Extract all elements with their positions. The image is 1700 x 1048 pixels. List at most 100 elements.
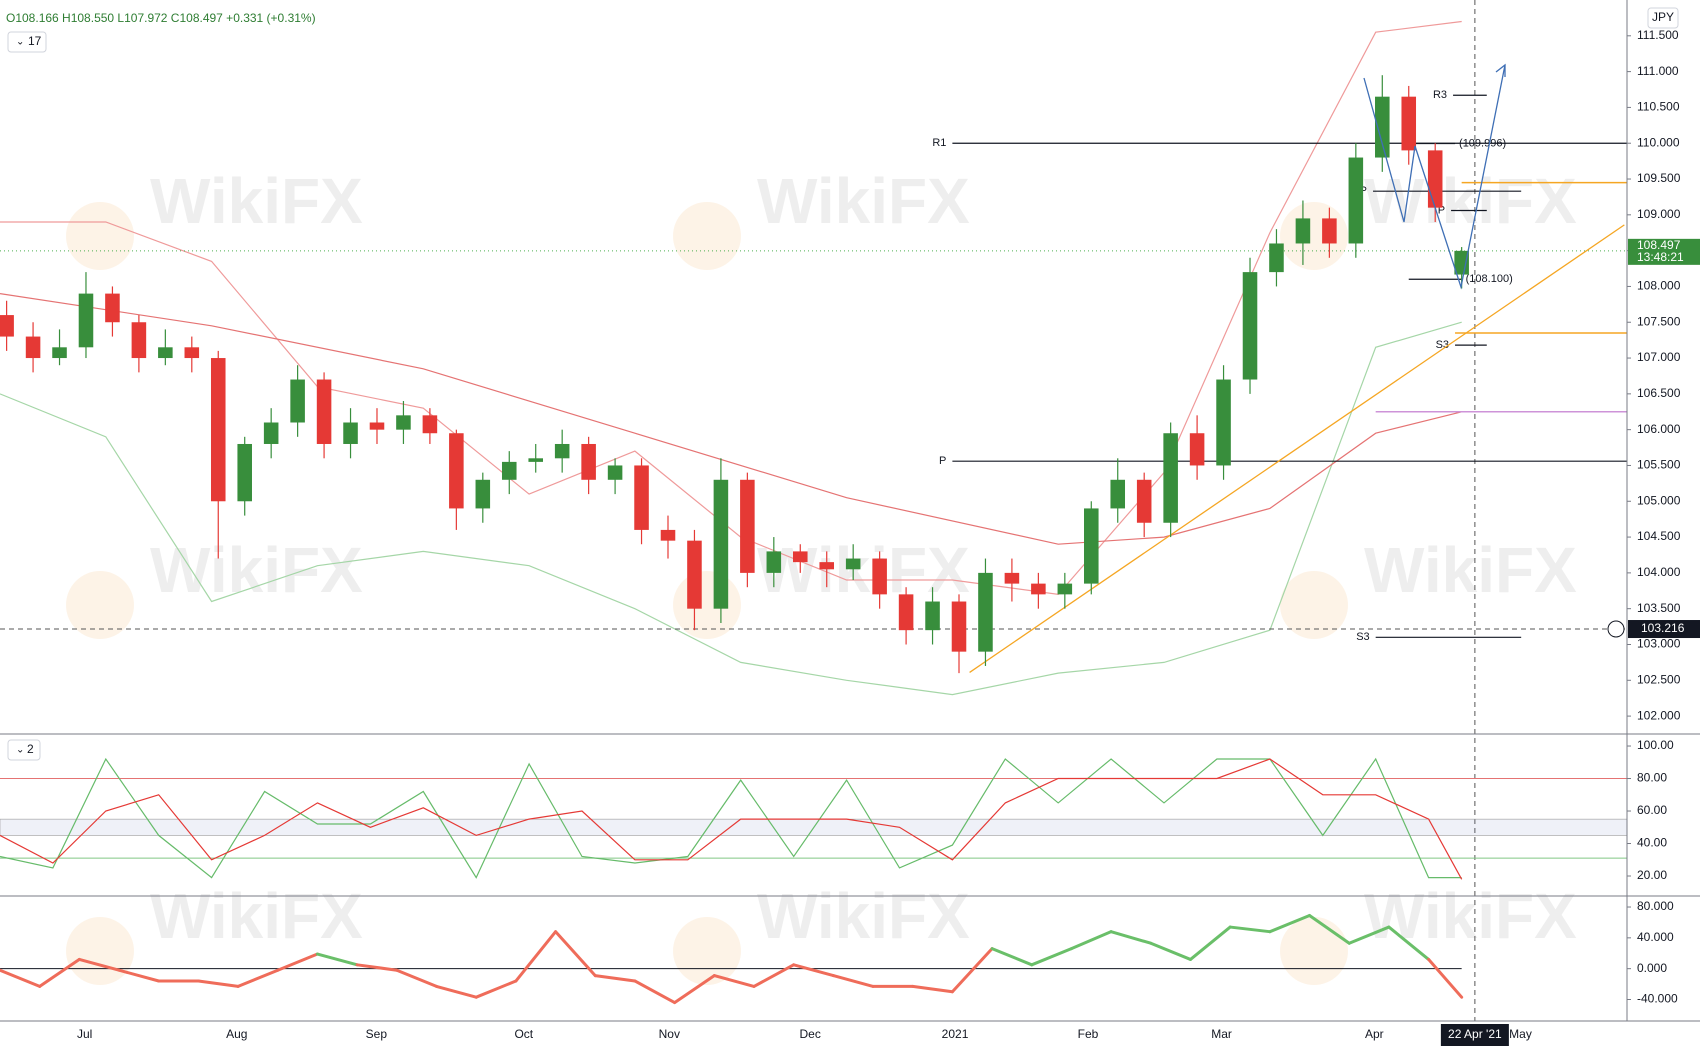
candle-body [634, 465, 649, 530]
candle-body [1084, 508, 1099, 584]
y-tick-label: 60.00 [1637, 803, 1667, 817]
crosshair-price-box [1628, 620, 1700, 639]
watermark: WikiFX [1364, 534, 1577, 606]
candle-body [872, 558, 887, 595]
watermark-logo [1280, 917, 1348, 985]
watermark: WikiFX [757, 165, 970, 237]
candle-body [1163, 433, 1178, 523]
candle-body [1322, 218, 1337, 244]
candle-body [554, 443, 570, 459]
momentum-segment [950, 947, 994, 994]
y-tick-label: 106.500 [1637, 386, 1681, 400]
y-tick-label: 107.000 [1637, 350, 1681, 364]
momentum-segment [395, 968, 439, 988]
y-tick-label: 107.500 [1637, 314, 1681, 328]
y-tick-label: 20.00 [1637, 868, 1667, 882]
x-tick-label: Feb [1078, 1027, 1099, 1041]
candle-body [687, 540, 702, 609]
y-tick-label: -40.000 [1637, 992, 1678, 1006]
pivot-label: R1 [932, 137, 946, 149]
candle-body [1348, 157, 1364, 244]
momentum-segment [990, 947, 1034, 967]
candle-body [210, 358, 226, 502]
pivot-label: P [939, 455, 946, 467]
watermark-logo [66, 917, 134, 985]
x-tick-label: Jul [77, 1027, 92, 1041]
candle-body [25, 336, 41, 359]
momentum-segment [276, 952, 319, 972]
candle-body [1136, 479, 1152, 523]
candle-body [766, 551, 782, 573]
watermark-logo [1280, 571, 1348, 639]
candle-body [713, 479, 729, 609]
momentum-segment [1188, 925, 1232, 961]
candle-body [369, 422, 385, 430]
candle-body [1110, 479, 1126, 509]
x-tick-label: Aug [226, 1027, 247, 1041]
momentum-segment [752, 963, 796, 988]
candle-body [792, 551, 808, 563]
candle-body [184, 347, 200, 359]
pivot-label: P [1360, 185, 1367, 197]
watermark: WikiFX [1364, 165, 1577, 237]
momentum-segment [1228, 925, 1272, 934]
momentum-segment [38, 957, 81, 988]
candle-body [105, 293, 120, 323]
momentum-segment [792, 963, 835, 978]
candle-body [1031, 583, 1046, 595]
indicator-toggle[interactable] [7, 31, 47, 53]
momentum-segment [593, 974, 637, 983]
momentum-segment [1149, 941, 1192, 961]
candle-body [52, 347, 67, 359]
candle-body [1401, 96, 1417, 151]
currency: JPY [1652, 10, 1674, 24]
pivot-label: P [1438, 204, 1445, 216]
y-tick-label: 40.00 [1637, 836, 1667, 850]
momentum-segment [1308, 913, 1351, 945]
momentum-segment [633, 979, 677, 1005]
candle-body [1242, 272, 1258, 380]
pivot-label: S3 [1436, 339, 1449, 351]
arrow-head [1495, 63, 1506, 77]
candle-body [528, 458, 543, 462]
candle-body [660, 529, 676, 541]
y-tick-label: 110.000 [1637, 135, 1680, 149]
last-price-box [1628, 238, 1700, 265]
momentum-segment [435, 984, 478, 999]
y-tick-label: 109.000 [1637, 207, 1681, 221]
momentum-segment [355, 963, 399, 972]
countdown: 13:48:21 [1637, 250, 1684, 264]
band-line [0, 293, 1462, 545]
watermark: WikiFX [1364, 880, 1577, 952]
crosshair-date-box [1440, 1024, 1509, 1046]
candle-body [158, 347, 173, 359]
momentum-segment [1387, 925, 1431, 961]
candle-body [290, 379, 305, 423]
candle-body [0, 315, 14, 337]
axes [1627, 35, 1631, 1000]
x-tick-label: Oct [514, 1027, 533, 1041]
pivot-label: S3 [1356, 631, 1369, 643]
candle-body [607, 465, 623, 480]
trendline [969, 224, 1625, 673]
y-tick-label: 111.000 [1637, 64, 1679, 78]
oscillator-line [0, 757, 1462, 879]
candle-body [740, 479, 755, 573]
indicator-toggle[interactable] [7, 739, 41, 761]
y-tick-label: 109.500 [1637, 171, 1681, 185]
momentum-segment [474, 979, 518, 999]
watermark-logo [66, 202, 134, 270]
candle-body [1189, 433, 1205, 466]
pivot-label: R3 [1433, 89, 1447, 101]
drawing-arrow [1363, 64, 1506, 290]
candle-body [819, 562, 835, 570]
currency-box[interactable] [1647, 7, 1679, 29]
momentum-segment [117, 968, 161, 983]
candle-body [845, 558, 861, 570]
momentum-segment [315, 952, 359, 967]
y-tick-label: 80.00 [1637, 771, 1667, 785]
y-tick-label: 40.000 [1637, 930, 1674, 944]
x-tick-label: Nov [659, 1027, 680, 1041]
